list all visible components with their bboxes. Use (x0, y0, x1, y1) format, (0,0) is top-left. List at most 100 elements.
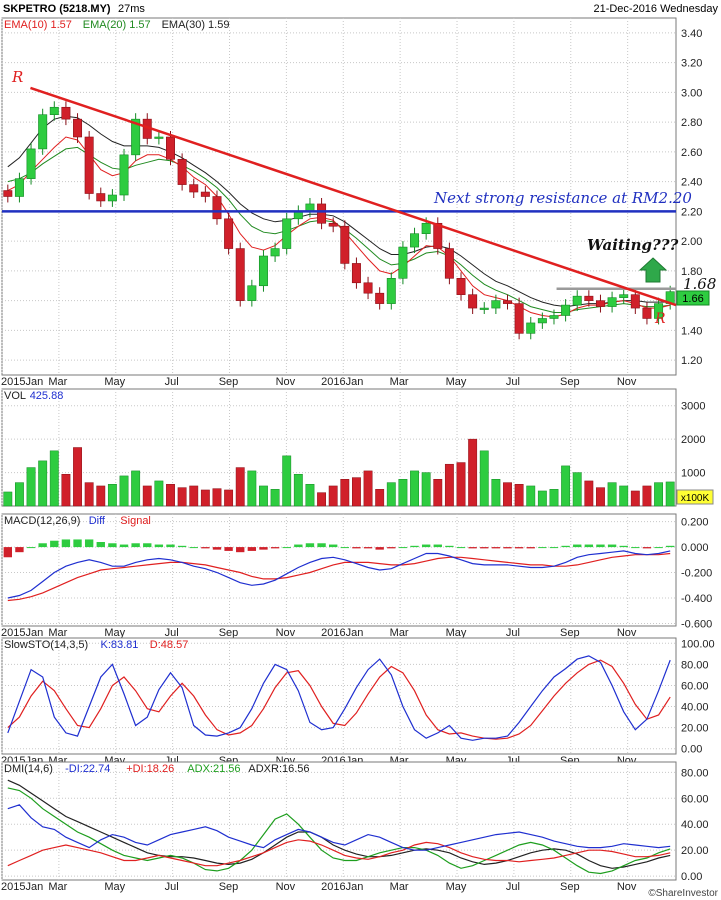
macd-histogram-bar (108, 543, 117, 548)
x-tick-label: Jul (506, 627, 520, 639)
y-tick-label: 20.00 (681, 723, 709, 735)
candle-body (38, 114, 48, 150)
macd-histogram-bar (619, 545, 628, 548)
y-tick-label: -0.200 (681, 568, 712, 580)
y-tick-label: 1000 (681, 468, 705, 480)
y-tick-label: 2.00 (681, 236, 702, 248)
macd-histogram-bar (154, 544, 164, 548)
volume-bar (247, 470, 257, 507)
legend-entry: EMA(10) 1.57 (4, 19, 72, 31)
y-tick-label: 40.00 (681, 819, 709, 831)
volume-bar (270, 489, 280, 507)
candle-body (235, 248, 245, 301)
legend-entry: K:83.81 (101, 639, 139, 651)
macd-histogram-bar (282, 547, 291, 549)
legend-entry: D:48.57 (150, 639, 189, 651)
macd-histogram-bar (50, 540, 59, 548)
y-tick-label: 0.00 (681, 871, 702, 883)
volume-bar (410, 470, 419, 507)
volume-bar (561, 465, 571, 507)
macd-histogram-bar (294, 544, 303, 548)
x-tick-label: Mar (390, 881, 409, 893)
volume-bar (119, 475, 129, 507)
x-tick-label: Sep (219, 627, 239, 639)
macd-histogram-bar (421, 544, 431, 548)
x-tick-label: Mar (48, 627, 67, 639)
volume-bar (572, 472, 582, 507)
candle-body (549, 315, 559, 319)
x-tick-label: May (104, 627, 125, 639)
y-tick-label: 1.20 (681, 355, 702, 367)
macd-histogram-bar (538, 547, 547, 549)
y-tick-label: 80.00 (681, 767, 709, 779)
macd-panel: 2015Jan Mar May Jul Sep Nov 2016Jan Mar May Jul Se… (1, 513, 712, 639)
candle-body (503, 300, 512, 304)
candle-body (607, 297, 617, 307)
downtrend-line (30, 86, 677, 307)
legend-entry: EMA(30) 1.59 (162, 19, 230, 31)
candle-body (619, 294, 629, 298)
volume-bar (259, 485, 268, 507)
trendline-label-start: R (11, 68, 23, 86)
candle-body (642, 307, 652, 319)
adx-line (7, 787, 671, 875)
up-arrow-icon (638, 257, 668, 283)
x-tick-label: Jul (165, 881, 179, 893)
macd-histogram-bar (236, 547, 245, 553)
volume-bar (166, 484, 175, 507)
volume-bar (131, 470, 141, 507)
candle-body (456, 278, 466, 295)
volume-bar (317, 492, 327, 507)
y-tick-label: 2.80 (681, 117, 702, 129)
macd-histogram-bar (387, 547, 396, 549)
last-price-box (676, 290, 710, 306)
candle-body (247, 285, 257, 301)
volume-bar (491, 479, 501, 507)
ema10-line (7, 136, 671, 318)
volume-bar (84, 482, 94, 507)
y-tick-label: -0.400 (681, 593, 712, 605)
x-tick-label: Sep (560, 376, 580, 388)
dmi-panel: 2015Jan Mar May Jul Sep Nov 2016Jan Mar May Jul Se… (1, 761, 709, 893)
volume-bar (26, 467, 36, 507)
legend-entry: VOL (4, 390, 26, 402)
legend-entry: ADX:21.56 (187, 763, 240, 775)
legend-entry: EMA(20) 1.57 (83, 19, 151, 31)
candle-body (514, 303, 524, 334)
macd-histogram-bar (607, 544, 617, 548)
x-tick-label: Mar (390, 627, 409, 639)
x-tick-label: May (104, 376, 125, 388)
volume-bar (456, 462, 466, 507)
x-tick-label: May (446, 376, 467, 388)
volume-bar (328, 485, 338, 507)
date-label: 21-Dec-2016 Wednesday (593, 3, 718, 15)
y-tick-label: 0.200 (681, 517, 709, 529)
x-tick-label: Sep (219, 881, 239, 893)
ema20-line (7, 146, 671, 313)
macd-histogram-bar (224, 547, 233, 551)
volume-bar (421, 472, 431, 507)
volume-bar (468, 438, 478, 507)
volume-bar (3, 491, 13, 507)
candle-body (561, 304, 571, 316)
y-tick-label: 20.00 (681, 845, 709, 857)
macd-histogram-bar (549, 547, 559, 549)
y-tick-label: 2.60 (681, 147, 702, 159)
volume-bar (73, 447, 82, 507)
macd-histogram-bar (363, 547, 373, 549)
y-tick-label: 40.00 (681, 702, 709, 714)
volume-bar (154, 480, 164, 507)
y-tick-label: 2.40 (681, 177, 702, 189)
candle-body (363, 282, 373, 294)
candle-body (189, 184, 199, 193)
price-panel: 2015Jan Mar May Jul Sep Nov 2016Jan Mar May Jul Se… (1, 17, 702, 388)
volume-bar (584, 480, 594, 507)
macd-histogram-bar (375, 547, 384, 550)
waiting-annotation: Waiting??? (587, 236, 679, 254)
x-tick-label: Nov (617, 881, 637, 893)
macd-histogram-bar (433, 544, 442, 548)
candle-body (26, 148, 36, 179)
legend-entry: DMI(14,6) (4, 763, 53, 775)
legend-entry: +DI:18.26 (126, 763, 174, 775)
